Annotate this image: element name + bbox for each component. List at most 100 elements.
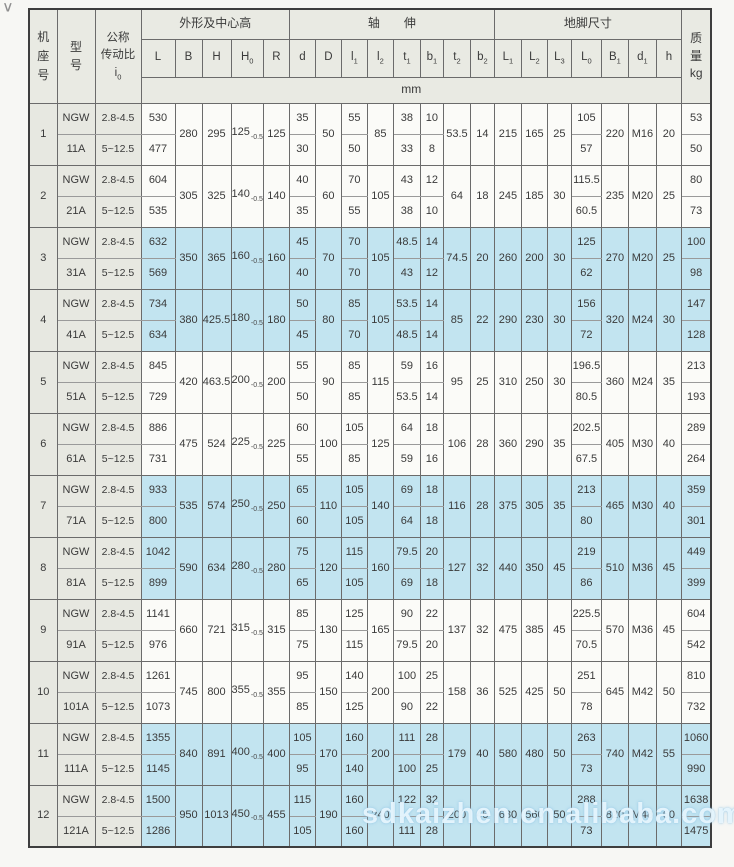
val-l1-b: 85 bbox=[340, 381, 368, 414]
ratio-low: 5~12.5 bbox=[94, 629, 142, 662]
model-line2: 71A bbox=[56, 505, 96, 538]
ratio-low: 5~12.5 bbox=[94, 505, 142, 538]
val-L2: 350 bbox=[520, 536, 548, 600]
ratio-high: 2.8-4.5 bbox=[94, 536, 142, 569]
val-t1-a: 111 bbox=[392, 722, 421, 755]
col-header-mass: 质 量 kg bbox=[680, 8, 712, 104]
val-l1-b: 70 bbox=[340, 319, 368, 352]
val-B: 280 bbox=[174, 102, 203, 166]
val-l2: 200 bbox=[366, 660, 394, 724]
ratio-low: 5~12.5 bbox=[94, 691, 142, 724]
ratio-high: 2.8-4.5 bbox=[94, 784, 142, 817]
val-L-b: 899 bbox=[140, 567, 176, 600]
val-L1: 440 bbox=[493, 536, 522, 600]
gear-spec-table: 机座号 型号 公称 传动比 i0 外形及中心高 轴 伸 地脚尺寸 质 量 kg … bbox=[28, 8, 713, 848]
ratio-high: 2.8-4.5 bbox=[94, 660, 142, 693]
val-h: 40 bbox=[655, 412, 682, 476]
val-t2: 158 bbox=[442, 660, 471, 724]
val-d1: M16 bbox=[627, 102, 657, 166]
model-label: 型号 bbox=[69, 39, 82, 73]
val-L2: 425 bbox=[520, 660, 548, 724]
val-l1-a: 105 bbox=[340, 412, 368, 445]
val-l1-a: 115 bbox=[340, 536, 368, 569]
val-R: 355 bbox=[262, 660, 290, 724]
mass-label-2: 量 bbox=[690, 48, 703, 63]
col-header-B: B bbox=[174, 38, 203, 78]
val-l1-b: 140 bbox=[340, 753, 368, 786]
val-h: 45 bbox=[655, 536, 682, 600]
ratio-symbol: i0 bbox=[114, 66, 122, 82]
model-line1: NGW bbox=[56, 288, 96, 321]
model-line2: 21A bbox=[56, 195, 96, 228]
model-line1: NGW bbox=[56, 350, 96, 383]
val-b1-b: 14 bbox=[419, 381, 444, 414]
val-R: 140 bbox=[262, 164, 290, 228]
val-B1: 320 bbox=[600, 288, 629, 352]
val-L1: 290 bbox=[493, 288, 522, 352]
val-t2: 106 bbox=[442, 412, 471, 476]
val-L1: 360 bbox=[493, 412, 522, 476]
val-b1-b: 12 bbox=[419, 257, 444, 290]
val-L-b: 1073 bbox=[140, 691, 176, 724]
val-d-b: 105 bbox=[288, 815, 316, 848]
val-b1-b: 8 bbox=[419, 133, 444, 166]
val-L3: 50 bbox=[546, 784, 572, 848]
ratio-high: 2.8-4.5 bbox=[94, 722, 142, 755]
val-mass-b: 301 bbox=[680, 505, 712, 538]
val-D: 50 bbox=[314, 102, 342, 166]
val-b1-a: 25 bbox=[419, 660, 444, 693]
col-header-L3: L3 bbox=[546, 38, 572, 78]
val-b2: 32 bbox=[469, 536, 495, 600]
val-b1-b: 22 bbox=[419, 691, 444, 724]
val-L0-b: 72 bbox=[570, 319, 602, 352]
val-b1-b: 25 bbox=[419, 753, 444, 786]
val-R: 160 bbox=[262, 226, 290, 290]
val-mass-a: 1638 bbox=[680, 784, 712, 817]
val-mass-a: 213 bbox=[680, 350, 712, 383]
val-t1-a: 122 bbox=[392, 784, 421, 817]
val-l1-a: 70 bbox=[340, 164, 368, 197]
val-H: 800 bbox=[201, 660, 232, 724]
val-t1-b: 79.5 bbox=[392, 629, 421, 662]
col-header-L1: L1 bbox=[493, 38, 522, 78]
val-mass-b: 98 bbox=[680, 257, 712, 290]
spec-sheet: 机座号 型号 公称 传动比 i0 外形及中心高 轴 伸 地脚尺寸 质 量 kg … bbox=[28, 8, 713, 848]
val-L0-a: 225.5 bbox=[570, 598, 602, 631]
val-R: 200 bbox=[262, 350, 290, 414]
val-b1-a: 14 bbox=[419, 226, 444, 259]
val-H: 1013 bbox=[201, 784, 232, 848]
val-t1-a: 43 bbox=[392, 164, 421, 197]
val-t1-b: 100 bbox=[392, 753, 421, 786]
val-L3: 30 bbox=[546, 350, 572, 414]
val-H: 295 bbox=[201, 102, 232, 166]
val-t2: 137 bbox=[442, 598, 471, 662]
val-mass-a: 1060 bbox=[680, 722, 712, 755]
val-b1-a: 22 bbox=[419, 598, 444, 631]
val-b1-b: 10 bbox=[419, 195, 444, 228]
val-D: 90 bbox=[314, 350, 342, 414]
val-l2: 160 bbox=[366, 536, 394, 600]
val-L3: 25 bbox=[546, 102, 572, 166]
val-B: 350 bbox=[174, 226, 203, 290]
val-d-a: 105 bbox=[288, 722, 316, 755]
val-L0-b: 62 bbox=[570, 257, 602, 290]
val-t1-a: 100 bbox=[392, 660, 421, 693]
val-L2: 250 bbox=[520, 350, 548, 414]
val-L0-b: 78 bbox=[570, 691, 602, 724]
val-L-a: 886 bbox=[140, 412, 176, 445]
val-l2: 115 bbox=[366, 350, 394, 414]
val-L2: 290 bbox=[520, 412, 548, 476]
frame-no: 2 bbox=[28, 164, 58, 228]
ratio-low: 5~12.5 bbox=[94, 257, 142, 290]
val-l2: 85 bbox=[366, 102, 394, 166]
frame-no: 7 bbox=[28, 474, 58, 538]
val-t2: 64 bbox=[442, 164, 471, 228]
val-B: 535 bbox=[174, 474, 203, 538]
val-R: 180 bbox=[262, 288, 290, 352]
val-d1: M30 bbox=[627, 474, 657, 538]
unit-row-mm: mm bbox=[140, 76, 682, 104]
val-t1-b: 59 bbox=[392, 443, 421, 476]
val-d-b: 30 bbox=[288, 133, 316, 166]
val-B: 475 bbox=[174, 412, 203, 476]
val-l2: 105 bbox=[366, 164, 394, 228]
